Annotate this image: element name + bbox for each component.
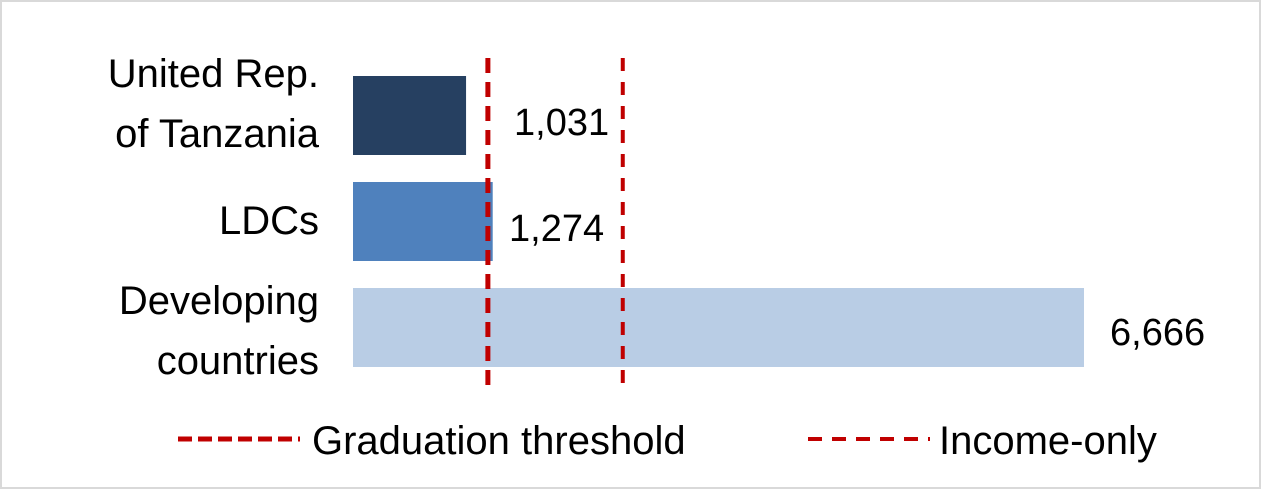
bar-1	[353, 182, 493, 261]
legend-label-0: Graduation threshold	[312, 419, 686, 463]
category-label-2-0: Developing	[119, 279, 319, 323]
bar-2	[353, 288, 1084, 367]
value-label-2: 6,666	[1110, 312, 1205, 354]
legend: Graduation threshold Income-only	[178, 419, 1157, 463]
category-label-0-1: of Tanzania	[115, 112, 320, 156]
value-label-1: 1,274	[509, 208, 604, 250]
value-label-0: 1,031	[514, 102, 609, 144]
labels-layer: United Rep. of Tanzania LDCs Developing coun…	[108, 52, 1205, 383]
bars-layer	[353, 76, 1084, 367]
category-label-0-0: United Rep.	[108, 52, 319, 96]
category-label-1-0: LDCs	[219, 199, 319, 243]
reference-lines-layer	[485, 58, 625, 390]
legend-label-1: Income-only	[939, 419, 1157, 463]
category-label-2-1: countries	[157, 339, 319, 383]
bar-0	[353, 76, 467, 155]
